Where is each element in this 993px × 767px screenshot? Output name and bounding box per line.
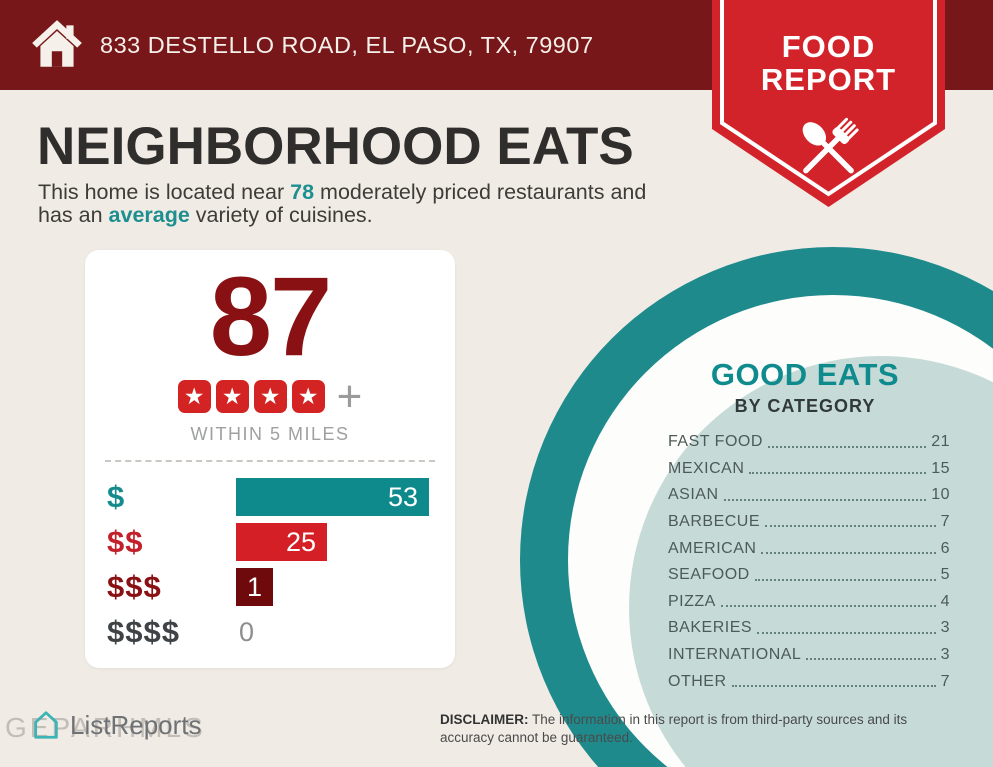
- ribbon-line2: REPORT: [761, 62, 896, 97]
- category-name: AMERICAN: [668, 539, 757, 557]
- category-value: 3: [940, 646, 950, 664]
- dotted-leader: [720, 605, 936, 608]
- price-tier-label: $$: [107, 524, 144, 559]
- category-value: 7: [940, 513, 950, 531]
- category-name: OTHER: [668, 672, 727, 690]
- star-icon: ★: [177, 380, 211, 413]
- category-value: 10: [931, 486, 950, 504]
- category-row: AMERICAN 6: [668, 535, 950, 562]
- category-list: FAST FOOD 21 MEXICAN 15 ASIAN 10 BARBECUE 7 AMER…: [668, 429, 950, 695]
- house-icon: [32, 20, 82, 67]
- dotted-leader: [767, 445, 927, 448]
- category-name: MEXICAN: [668, 459, 745, 477]
- radius-label: WITHIN 5 MILES: [190, 424, 350, 444]
- category-value: 7: [940, 672, 950, 690]
- price-tier-label: $$$: [107, 569, 162, 604]
- category-row: FAST FOOD 21: [668, 429, 950, 456]
- subtitle-mid: moderately priced restaurants and has an: [38, 180, 647, 227]
- bar-fill: 0: [236, 613, 455, 651]
- plus-icon: +: [336, 371, 363, 421]
- category-value: 4: [940, 592, 950, 610]
- category-name: ASIAN: [668, 486, 719, 504]
- category-name: PIZZA: [668, 592, 716, 610]
- food-report-ribbon: FOOD REPORT: [712, 0, 945, 214]
- restaurant-score: 87: [209, 254, 333, 379]
- category-row: ASIAN 10: [668, 482, 950, 509]
- bar-track: 0: [236, 613, 455, 651]
- subtitle: This home is located near 78 moderately …: [38, 181, 718, 227]
- category-name: FAST FOOD: [668, 433, 763, 451]
- category-name: BARBECUE: [668, 513, 761, 531]
- dotted-leader: [757, 631, 936, 634]
- category-value: 3: [940, 619, 950, 637]
- category-row: SEAFOOD 5: [668, 562, 950, 589]
- category-row: PIZZA 4: [668, 589, 950, 616]
- page-title: NEIGHBORHOOD EATS: [37, 117, 634, 176]
- price-tier-label: $: [107, 479, 126, 514]
- dotted-leader: [765, 525, 936, 528]
- price-bar-row: $$$ 1: [107, 568, 455, 606]
- restaurant-count: 78: [290, 180, 315, 204]
- listreports-logo: ListReports: [30, 708, 202, 742]
- bar-fill: 1: [236, 568, 273, 606]
- bar-fill: 53: [236, 478, 429, 516]
- fork-spoon-icon: [802, 117, 859, 174]
- variety-highlight: average: [108, 203, 190, 227]
- star-rating: ★ ★ ★ ★ +: [85, 371, 455, 421]
- dotted-leader: [749, 472, 927, 475]
- price-bar-row: $53: [107, 478, 455, 516]
- price-tier-label: $$$$: [107, 614, 180, 649]
- bar-value: 0: [239, 616, 255, 647]
- star-icon: ★: [253, 380, 287, 413]
- bar-value: 25: [285, 526, 316, 557]
- category-row: BARBECUE 7: [668, 509, 950, 536]
- dotted-leader: [806, 658, 936, 661]
- price-bar-chart: $53 $$ 25 $$$ 1 $$$$ 0: [107, 478, 455, 651]
- subtitle-post: variety of cuisines.: [189, 203, 373, 227]
- good-eats-header: GOOD EATS BY CATEGORY: [655, 357, 955, 417]
- bar-track: 53: [236, 478, 455, 516]
- price-bar-row: $$$$ 0: [107, 613, 455, 651]
- score-card: 87 ★ ★ ★ ★ + WITHIN 5 MILES $53 $$ 25 $$$ 1 $$$$ 0: [85, 250, 455, 668]
- category-row: OTHER 7: [668, 668, 950, 695]
- ribbon-line1: FOOD: [782, 29, 876, 64]
- bar-value: 1: [246, 571, 262, 602]
- property-address: 833 DESTELLO ROAD, EL PASO, TX, 79907: [100, 31, 594, 58]
- bar-fill: 25: [236, 523, 327, 561]
- good-eats-circle: [520, 247, 993, 767]
- bar-track: 1: [236, 568, 455, 606]
- price-bar-row: $$ 25: [107, 523, 455, 561]
- bar-value: 53: [387, 481, 418, 512]
- category-row: MEXICAN 15: [668, 456, 950, 483]
- circle-white-ring: [568, 295, 993, 767]
- good-eats-subtitle: BY CATEGORY: [734, 396, 876, 416]
- star-icon: ★: [291, 380, 325, 413]
- dotted-leader: [754, 578, 936, 581]
- subtitle-pre: This home is located near: [38, 180, 291, 204]
- category-value: 15: [931, 459, 950, 477]
- ribbon-inner-border: [720, 0, 937, 197]
- logo-house-icon: [34, 711, 58, 739]
- bar-track: 25: [236, 523, 455, 561]
- category-row: BAKERIES 3: [668, 615, 950, 642]
- category-value: 6: [940, 539, 950, 557]
- disclaimer-label: DISCLAIMER:: [440, 712, 529, 727]
- dotted-leader: [723, 498, 927, 501]
- category-name: SEAFOOD: [668, 566, 750, 584]
- dashed-divider: [105, 460, 435, 462]
- logo-text: ListReports: [70, 709, 202, 740]
- dotted-leader: [731, 684, 936, 687]
- disclaimer-text: The information in this report is from t…: [440, 712, 908, 746]
- category-value: 5: [940, 566, 950, 584]
- category-value: 21: [931, 433, 950, 451]
- star-icon: ★: [215, 380, 249, 413]
- category-name: BAKERIES: [668, 619, 753, 637]
- disclaimer: DISCLAIMER: The information in this repo…: [440, 711, 988, 747]
- dotted-leader: [761, 551, 936, 554]
- category-row: INTERNATIONAL 3: [668, 642, 950, 669]
- category-name: INTERNATIONAL: [668, 646, 802, 664]
- good-eats-title: GOOD EATS: [710, 357, 900, 392]
